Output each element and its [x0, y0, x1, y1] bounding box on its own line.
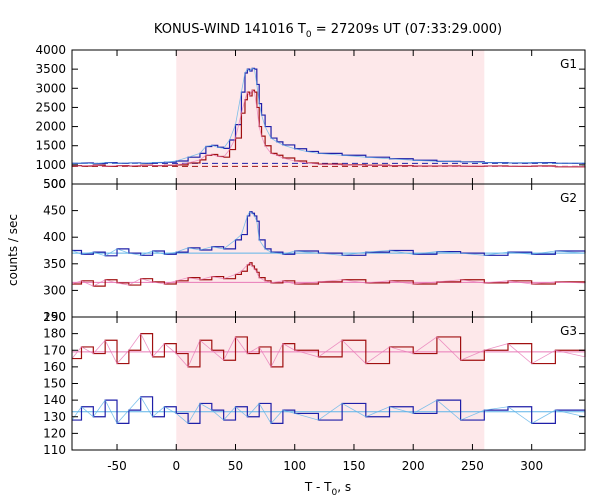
series-fit-g1-0: [71, 67, 586, 165]
y-tick-label-g2-0: 250: [43, 310, 66, 324]
series-curve-g2-0: [72, 211, 586, 257]
y-tick-label-g3-6: 170: [43, 343, 66, 357]
y-tick-label-g2-5: 500: [43, 177, 66, 191]
y-tick-label-g3-3: 140: [43, 393, 66, 407]
series-fit-g1-1: [71, 89, 586, 168]
series-fit-g3-0: [71, 332, 586, 368]
series-curve-g3-0: [72, 333, 586, 368]
x-tick-label-6: 250: [461, 459, 484, 473]
y-tick-label-g3-1: 120: [43, 426, 66, 440]
y-axis-label: counts / sec: [6, 214, 20, 286]
panel-label-g2: G2: [560, 191, 577, 205]
y-tick-label-g1-7: 4000: [35, 43, 66, 57]
series-curve-g2-1: [72, 262, 586, 287]
panel-label-g3: G3: [560, 324, 577, 338]
x-tick-label-3: 100: [283, 459, 306, 473]
y-tick-label-g1-0: 500: [43, 177, 66, 191]
chart-title: KONUS-WIND 141016 T0 = 27209s UT (07:33:…: [154, 22, 502, 40]
x-axis-label: T - T0, s: [304, 480, 351, 498]
y-tick-label-g1-2: 1500: [35, 139, 66, 153]
x-tick-label-5: 200: [402, 459, 425, 473]
highlight-interval-g3: [176, 317, 485, 450]
y-tick-label-g3-2: 130: [43, 410, 66, 424]
y-tick-label-g1-6: 3500: [35, 62, 66, 76]
x-tick-label-1: 0: [172, 459, 180, 473]
y-tick-label-g2-1: 300: [43, 283, 66, 297]
panel-g1: 500 1000 1500 2000 2500 3000 3500 4000 G1: [35, 43, 586, 191]
y-tick-label-g2-2: 350: [43, 257, 66, 271]
y-tick-label-g3-7: 180: [43, 327, 66, 341]
y-tick-label-g1-5: 3000: [35, 81, 66, 95]
x-tick-label-0: -50: [107, 459, 127, 473]
panel-label-g1: G1: [560, 57, 577, 71]
series-fit-g2-0: [71, 211, 586, 257]
highlight-interval-g2: [176, 184, 485, 317]
y-tick-label-g1-4: 2500: [35, 100, 66, 114]
y-tick-label-g2-3: 400: [43, 230, 66, 244]
y-tick-label-g1-1: 1000: [35, 158, 66, 172]
series-fit-g3-1: [71, 396, 586, 425]
y-tick-label-g3-5: 160: [43, 360, 66, 374]
y-tick-label-g2-4: 450: [43, 204, 66, 218]
x-tick-label-2: 50: [228, 459, 243, 473]
y-tick-label-g3-8: 190: [43, 310, 66, 324]
panel-g2: 250 300 350 400 450 500 G2: [43, 177, 586, 324]
panel-g3: 110 120 130 140 150 160 170 180 190 G3: [43, 310, 586, 457]
y-tick-label-g1-3: 2000: [35, 120, 66, 134]
y-tick-label-g3-0: 110: [43, 443, 66, 457]
series-fit-g2-1: [71, 262, 586, 287]
y-tick-label-g3-4: 150: [43, 377, 66, 391]
x-tick-label-7: 300: [520, 459, 543, 473]
series-curve-g3-1: [72, 396, 586, 424]
x-tick-label-4: 150: [343, 459, 366, 473]
highlight-interval-g1: [176, 50, 485, 184]
